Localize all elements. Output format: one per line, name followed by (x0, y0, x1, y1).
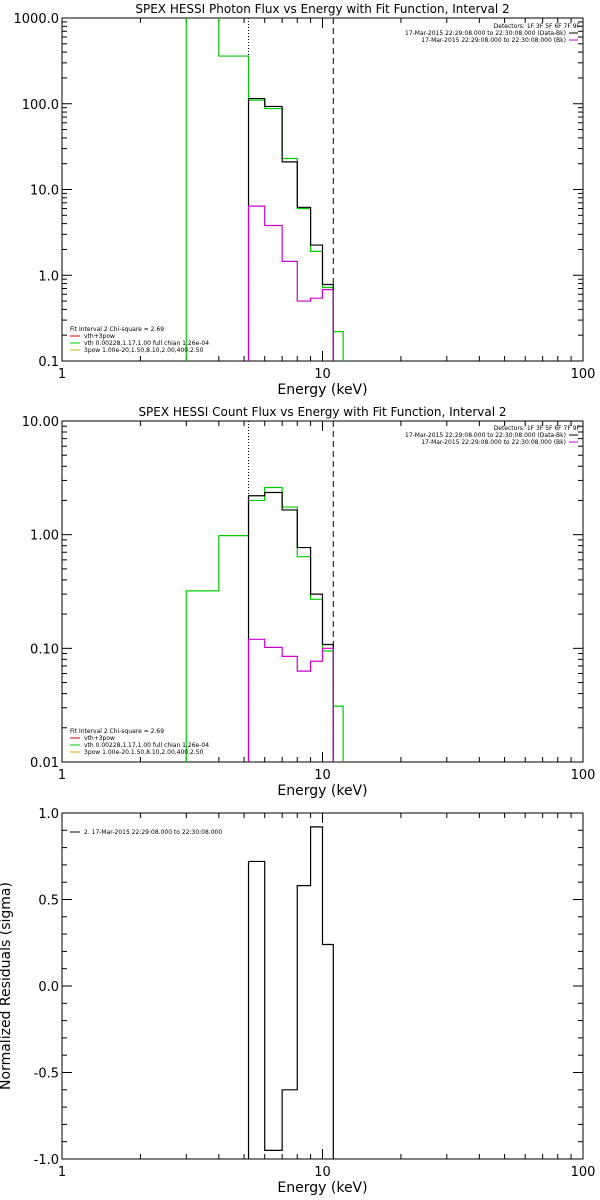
series-line-series-1 (247, 826, 334, 1159)
chart-panel-3: 1 10 100 Energy (keV) -1.0 -0.5 0.0 0.5 1.0 Norma… (0, 807, 596, 1196)
y-axis-label: Normalized Residuals (sigma) (0, 882, 14, 1090)
series-line-series-3 (247, 205, 334, 361)
x-tick-label: 100 (571, 367, 596, 382)
series-line-series-2 (247, 97, 334, 361)
legend-text: Detectors: 1F 3F 5F 6F 7F 9F (494, 23, 581, 30)
legend-text: vth+3pow (84, 333, 115, 340)
legend-text: 17-Mar-2015 22:29:08.000 to 22:30:08.000… (421, 37, 566, 44)
chart-panel-2: SPEX HESSI Count Flux vs Energy with Fit… (22, 405, 596, 799)
legend-text: 3pow 1.00e-20,1.50,8.10,2.00,400,2.50 (84, 347, 204, 354)
x-axis-label: Energy (keV) (277, 1180, 367, 1196)
legend-text: vth 0.00228,1.17,1.00 full chian 1.26e-0… (84, 340, 209, 347)
series-line-vth (185, 486, 344, 762)
legend-text: vth 0.00228,1.17,1.00 full chian 1.26e-0… (84, 742, 209, 749)
chart-title: SPEX HESSI Count Flux vs Energy with Fit… (138, 405, 506, 419)
chart-title: SPEX HESSI Photon Flux vs Energy with Fi… (135, 2, 509, 16)
series-line-vth (185, 18, 344, 361)
y-tick-label: 100.0 (22, 98, 59, 113)
legend-text: 17-Mar-2015 22:29:08.000 to 22:30:08.000… (405, 432, 566, 439)
x-tick-label: 1 (58, 1165, 66, 1180)
chart-panel-1: SPEX HESSI Photon Flux vs Energy with Fi… (14, 2, 596, 398)
y-tick-label: 10.0 (30, 184, 59, 199)
x-tick-label: 10 (314, 768, 331, 783)
x-tick-label: 100 (571, 768, 596, 783)
legend-text: vth+3pow (84, 735, 115, 742)
x-tick-label: 100 (571, 1165, 596, 1180)
plot-frame (61, 420, 584, 763)
series-line-series-3 (247, 638, 334, 762)
series-line-series-2 (247, 491, 334, 762)
legend-text: Detectors: 1F 3F 5F 6F 7F 9F (494, 425, 581, 432)
y-tick-label: -0.5 (34, 1067, 59, 1082)
x-axis-label: Energy (keV) (277, 783, 367, 799)
y-tick-label: 0.0 (38, 980, 59, 995)
legend-text: 17-Mar-2015 22:29:08.000 to 22:30:08.000… (421, 439, 566, 446)
legend-text: Fit Interval 2 Chi-square = 2.69 (70, 326, 164, 333)
y-tick-label: 1.0 (38, 807, 59, 822)
y-tick-label: 1.00 (30, 529, 59, 544)
y-tick-label: 1000.0 (14, 12, 60, 27)
y-tick-label: 0.01 (30, 756, 59, 771)
legend-text: 2. 17-Mar-2015 22:29:08.000 to 22:30:08.… (84, 829, 222, 836)
y-tick-label: 0.1 (38, 355, 59, 370)
y-tick-label: -1.0 (34, 1153, 59, 1168)
y-tick-label: 0.10 (30, 642, 59, 657)
y-tick-label: 0.5 (38, 894, 59, 909)
x-tick-label: 1 (58, 768, 66, 783)
legend-text: Fit Interval 2 Chi-square = 2.69 (70, 728, 164, 735)
legend-text: 17-Mar-2015 22:29:08.000 to 22:30:08.000… (405, 30, 566, 37)
x-tick-label: 10 (314, 367, 331, 382)
legend-text: 3pow 1.00e-20,1.50,8.10,2.00,400,2.50 (84, 749, 204, 756)
x-tick-label: 1 (58, 367, 66, 382)
x-axis-label: Energy (keV) (277, 382, 367, 398)
x-tick-label: 10 (314, 1165, 331, 1180)
y-tick-label: 10.00 (22, 415, 59, 430)
y-tick-label: 1.0 (38, 269, 59, 284)
plot-frame (61, 17, 584, 362)
